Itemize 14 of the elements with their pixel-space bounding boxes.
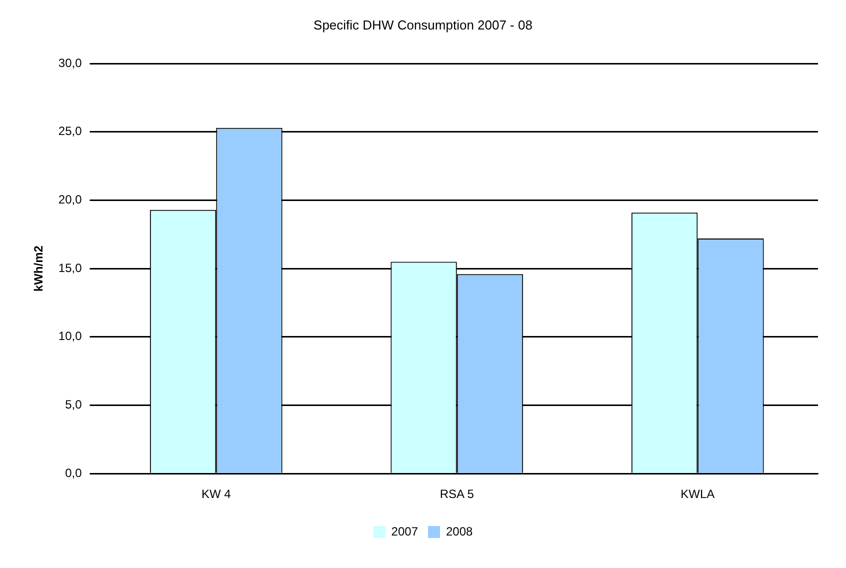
- x-tick-label: KWLA: [680, 487, 715, 502]
- y-tick-label: 0,0: [65, 466, 82, 480]
- legend-label: 2007: [391, 524, 418, 538]
- y-tick-label: 30,0: [58, 56, 82, 70]
- y-tick-label: 20,0: [58, 192, 82, 207]
- y-tick-label: 5,0: [65, 398, 82, 412]
- chart-title: Specific DHW Consumption 2007 - 08: [314, 17, 532, 32]
- x-tick-label: RSA 5: [440, 487, 474, 502]
- y-axis-title: kWh/m2: [32, 245, 46, 292]
- y-tick-label: 25,0: [58, 124, 82, 138]
- legend-label: 2008: [446, 524, 474, 538]
- y-tick-label: 10,0: [58, 329, 82, 344]
- y-tick-label: 15,0: [58, 260, 82, 275]
- x-tick-label: KW 4: [201, 487, 232, 502]
